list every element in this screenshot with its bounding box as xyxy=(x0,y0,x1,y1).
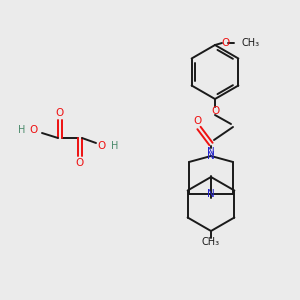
Text: H: H xyxy=(18,125,25,135)
Text: CH₃: CH₃ xyxy=(241,38,259,48)
Text: O: O xyxy=(221,38,229,48)
Text: N: N xyxy=(207,189,215,199)
Text: O: O xyxy=(194,116,202,126)
Text: N: N xyxy=(207,151,215,161)
Text: N: N xyxy=(207,147,215,157)
Text: O: O xyxy=(98,141,106,151)
Text: O: O xyxy=(76,158,84,168)
Text: O: O xyxy=(211,106,219,116)
Text: CH₃: CH₃ xyxy=(202,237,220,247)
Text: H: H xyxy=(111,141,118,151)
Text: O: O xyxy=(56,108,64,118)
Text: O: O xyxy=(30,125,38,135)
